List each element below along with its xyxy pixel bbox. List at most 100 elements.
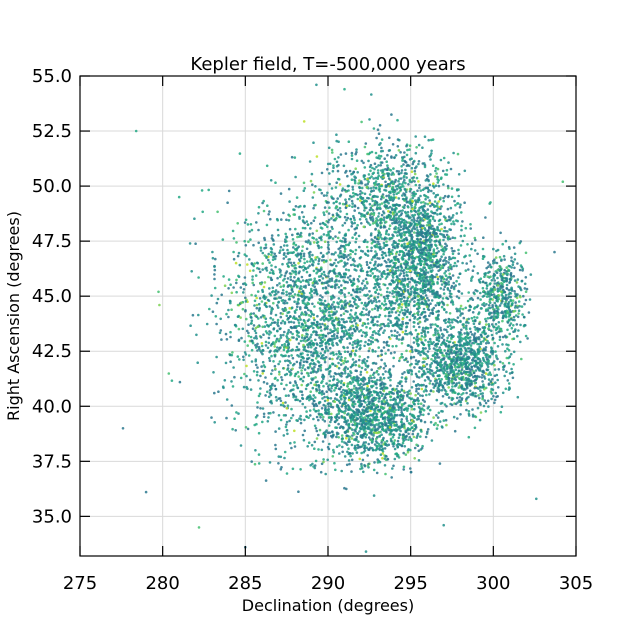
data-point xyxy=(349,309,353,312)
data-point xyxy=(340,324,344,327)
data-point xyxy=(228,299,232,303)
data-point xyxy=(473,236,477,240)
data-point xyxy=(267,395,271,399)
data-point xyxy=(465,353,468,356)
data-point xyxy=(406,321,410,325)
data-point xyxy=(489,380,493,384)
data-point xyxy=(354,353,357,357)
data-point xyxy=(300,336,304,339)
data-point xyxy=(378,285,381,289)
data-point xyxy=(424,357,428,361)
data-point xyxy=(269,349,272,353)
data-point xyxy=(270,321,274,325)
data-point xyxy=(358,288,362,291)
data-point xyxy=(358,347,362,351)
data-point xyxy=(472,357,475,360)
data-point xyxy=(456,260,460,263)
data-point xyxy=(264,267,267,270)
data-point xyxy=(425,363,429,366)
data-point xyxy=(440,305,444,309)
data-point xyxy=(253,304,256,307)
data-point xyxy=(476,406,480,410)
data-point xyxy=(316,323,319,326)
data-point xyxy=(287,310,291,314)
data-point xyxy=(299,418,303,421)
data-point xyxy=(419,290,423,294)
data-point xyxy=(395,213,398,217)
data-point xyxy=(315,333,319,337)
data-point xyxy=(403,358,406,362)
data-point xyxy=(391,345,395,348)
data-point xyxy=(438,462,442,465)
data-point xyxy=(351,185,355,189)
data-point xyxy=(391,292,394,295)
data-point xyxy=(274,387,278,391)
data-point xyxy=(324,275,328,278)
data-point xyxy=(331,455,335,458)
data-point xyxy=(486,368,490,372)
data-point xyxy=(337,297,341,300)
data-point xyxy=(300,390,304,394)
data-point xyxy=(428,232,432,235)
data-point xyxy=(281,307,285,311)
data-point xyxy=(452,264,456,268)
data-point xyxy=(346,258,350,261)
data-point xyxy=(353,297,356,301)
data-point xyxy=(306,260,309,263)
data-point xyxy=(301,355,304,359)
data-point xyxy=(432,416,435,419)
data-point xyxy=(426,350,430,353)
data-point xyxy=(222,275,225,278)
data-point xyxy=(348,300,352,303)
data-point xyxy=(289,275,293,279)
data-point xyxy=(376,233,380,237)
data-point xyxy=(452,281,456,285)
data-point xyxy=(265,164,269,168)
data-point xyxy=(249,388,253,391)
data-point xyxy=(251,281,254,285)
data-point xyxy=(315,342,319,345)
data-point xyxy=(417,256,421,259)
data-point xyxy=(339,244,343,248)
data-point xyxy=(519,340,522,344)
data-point xyxy=(285,407,289,410)
data-point xyxy=(453,199,456,203)
data-point xyxy=(509,352,513,356)
data-point xyxy=(481,394,485,398)
data-point xyxy=(466,402,469,405)
data-point xyxy=(256,325,260,328)
data-point xyxy=(370,267,374,271)
data-point xyxy=(422,224,425,228)
data-point xyxy=(472,322,476,326)
data-point xyxy=(262,412,266,416)
data-point xyxy=(396,331,399,334)
data-point xyxy=(418,282,422,285)
data-point xyxy=(292,246,295,249)
data-point xyxy=(302,181,306,185)
data-point xyxy=(229,330,232,334)
data-point xyxy=(393,258,397,261)
data-point xyxy=(157,290,160,294)
data-point xyxy=(247,354,251,357)
data-point xyxy=(481,349,485,352)
data-point xyxy=(328,364,332,368)
data-point xyxy=(470,247,473,251)
data-point xyxy=(286,336,289,340)
data-point xyxy=(313,370,316,373)
data-point xyxy=(284,232,288,236)
data-point xyxy=(442,288,446,291)
data-point xyxy=(297,342,301,345)
data-point xyxy=(422,263,426,266)
data-point xyxy=(352,277,356,281)
data-point xyxy=(387,233,391,236)
data-point xyxy=(379,164,383,167)
data-point xyxy=(313,464,317,467)
data-point xyxy=(443,365,446,368)
data-point xyxy=(447,344,451,348)
data-point xyxy=(219,329,223,332)
data-point xyxy=(302,326,306,329)
data-point xyxy=(243,253,247,256)
data-point xyxy=(481,373,484,377)
data-point xyxy=(369,274,372,278)
data-point xyxy=(445,365,449,368)
